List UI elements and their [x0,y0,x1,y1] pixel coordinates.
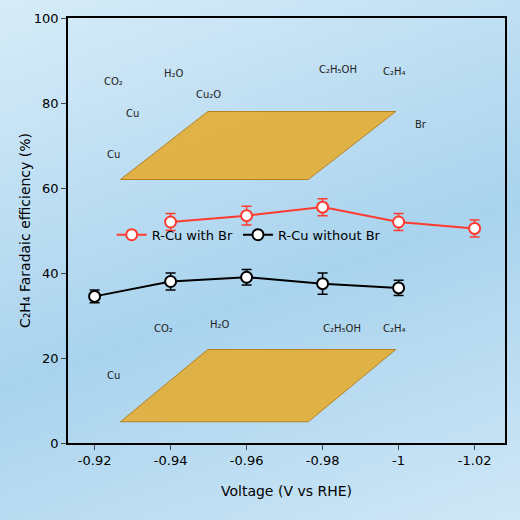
svg-text:-0.94: -0.94 [154,453,188,468]
svg-text:Br: Br [415,119,427,130]
svg-text:-0.96: -0.96 [230,453,264,468]
svg-text:Cu: Cu [107,370,120,381]
svg-text:R-Cu without Br: R-Cu without Br [278,228,381,243]
svg-text:Voltage (V vs RHE): Voltage (V vs RHE) [221,483,352,499]
svg-text:40: 40 [42,266,59,281]
svg-text:-0.92: -0.92 [78,453,112,468]
svg-text:80: 80 [42,96,59,111]
svg-text:C₂H₅OH: C₂H₅OH [319,64,357,75]
svg-text:C₂H₄: C₂H₄ [383,323,406,334]
svg-text:C₂H₄ Faradaic efficiency (%): C₂H₄ Faradaic efficiency (%) [17,133,33,328]
svg-text:60: 60 [42,181,59,196]
svg-text:C₂H₅OH: C₂H₅OH [323,323,361,334]
svg-text:-0.98: -0.98 [306,453,340,468]
svg-text:-1: -1 [392,453,405,468]
svg-text:-1.02: -1.02 [458,453,492,468]
svg-text:R-Cu with Br: R-Cu with Br [152,228,233,243]
svg-text:Cu: Cu [107,149,120,160]
svg-text:100: 100 [34,11,59,26]
svg-text:C₂H₄: C₂H₄ [383,66,406,77]
svg-text:Cu: Cu [126,108,139,119]
svg-text:CO₂: CO₂ [104,76,123,87]
svg-text:H₂O: H₂O [210,319,230,330]
svg-text:CO₂: CO₂ [154,323,173,334]
svg-text:H₂O: H₂O [164,68,184,79]
svg-text:0: 0 [50,436,58,451]
svg-text:20: 20 [42,351,59,366]
svg-text:Cu₂O: Cu₂O [196,89,221,100]
